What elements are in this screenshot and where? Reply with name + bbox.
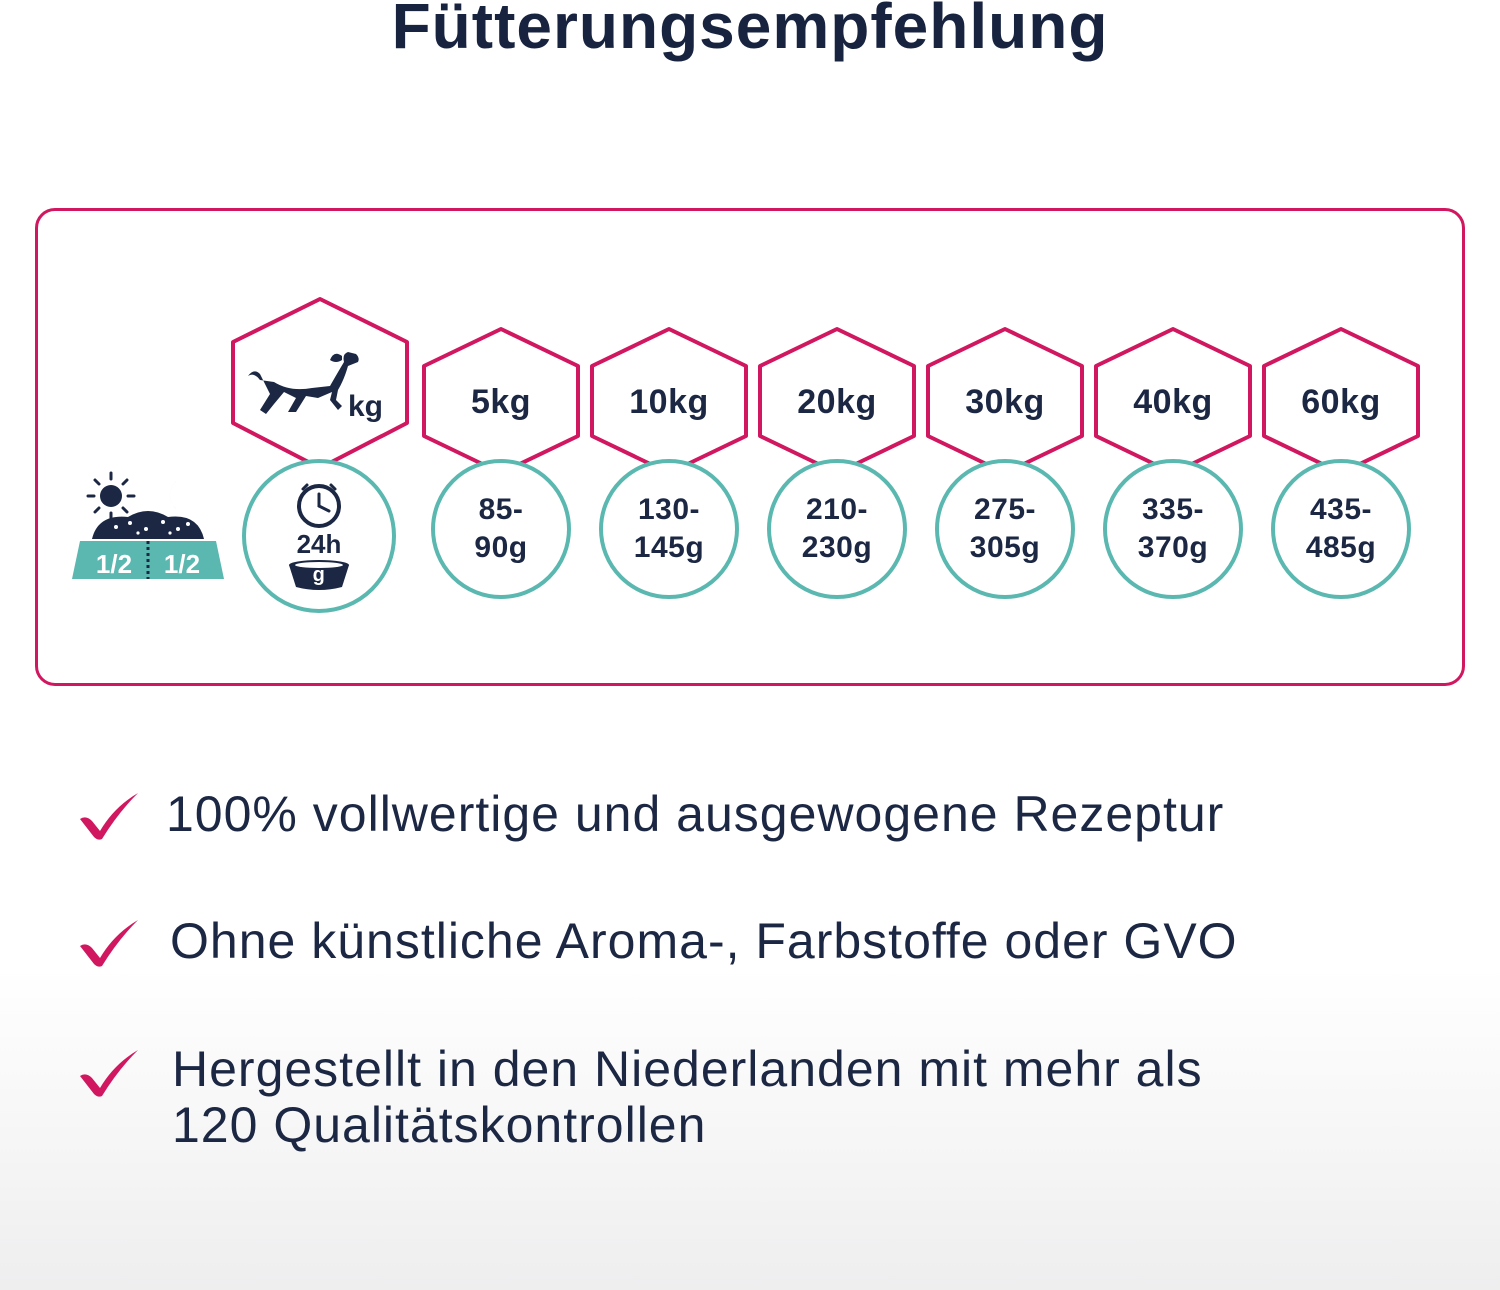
weight-hexagon: 40kg <box>1093 326 1253 476</box>
amount-min: 210- <box>805 493 869 526</box>
benefit-item: 100% vollwertige und ausgewogene Rezeptu… <box>78 785 1478 845</box>
weight-hexagon: 5kg <box>421 326 581 476</box>
amount-circle: 85- 90g <box>431 459 571 599</box>
checkmark-icon <box>80 793 138 840</box>
amount-max: 145g <box>633 531 705 564</box>
amount-unit-label: g <box>312 564 326 586</box>
weight-label: 60kg <box>1301 383 1381 421</box>
page-title: Fütterungsempfehlung <box>391 0 1109 62</box>
amount-min: 275- <box>973 493 1037 526</box>
weight-hexagon: 30kg <box>925 326 1085 476</box>
amount-max: 90g <box>474 531 528 564</box>
amount-circle: 335- 370g <box>1103 459 1243 599</box>
weight-unit-label: kg <box>348 390 384 423</box>
weight-label: 5kg <box>470 383 532 421</box>
portion-right: 1/2 <box>163 549 201 579</box>
daily-amount-header-circle: 24h g <box>242 459 396 613</box>
weight-hexagon: 60kg <box>1261 326 1421 476</box>
amount-max: 370g <box>1137 531 1209 564</box>
benefit-text-line-1: Hergestellt in den Niederlanden mit mehr… <box>172 1041 1203 1097</box>
amount-circle: 130- 145g <box>599 459 739 599</box>
benefit-text: Ohne künstliche Aroma-, Farbstoffe oder … <box>170 913 1238 969</box>
weight-label: 40kg <box>1133 383 1213 421</box>
benefit-text-line-2: 120 Qualitätskontrollen <box>172 1097 707 1153</box>
portion-left: 1/2 <box>95 549 133 579</box>
clock-icon <box>297 483 341 528</box>
amount-circle: 435- 485g <box>1271 459 1411 599</box>
amount-max: 305g <box>969 531 1041 564</box>
benefit-item: Ohne künstliche Aroma-, Farbstoffe oder … <box>78 912 1478 972</box>
amount-min: 435- <box>1309 493 1373 526</box>
amount-max: 230g <box>801 531 873 564</box>
amount-min: 85- <box>478 493 524 526</box>
benefit-text: 100% vollwertige und ausgewogene Rezeptu… <box>166 786 1225 842</box>
weight-label: 10kg <box>629 383 709 421</box>
amount-max: 485g <box>1305 531 1377 564</box>
weight-hexagon: 10kg <box>589 326 749 476</box>
checkmark-icon <box>80 1050 138 1097</box>
amount-circle: 275- 305g <box>935 459 1075 599</box>
amount-min: 130- <box>637 493 701 526</box>
checkmark-icon <box>80 920 138 967</box>
moon-icon <box>169 477 190 514</box>
day-night-legend: 1/2 1/2 <box>68 469 228 589</box>
bowl-icon: g <box>284 559 354 591</box>
food-bowl-icon <box>72 511 224 579</box>
weight-label: 20kg <box>797 383 877 421</box>
amount-min: 335- <box>1141 493 1205 526</box>
amount-circle: 210- 230g <box>767 459 907 599</box>
sun-icon <box>86 471 136 521</box>
duration-label: 24h <box>296 529 342 559</box>
weight-label: 30kg <box>965 383 1045 421</box>
benefit-item: Hergestellt in den Niederlanden mit mehr… <box>78 1040 1478 1160</box>
weight-hexagon: 20kg <box>757 326 917 476</box>
feeding-panel: 1/2 1/2 kg 24h <box>35 208 1465 686</box>
dog-weight-hexagon: kg <box>230 296 410 471</box>
dog-icon <box>248 352 359 414</box>
